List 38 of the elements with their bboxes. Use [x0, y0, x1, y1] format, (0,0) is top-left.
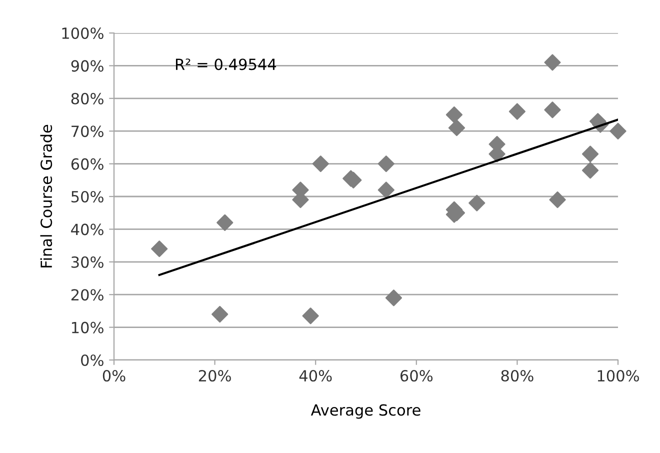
x-tick-label: 80%: [501, 370, 534, 382]
x-tick-label: 0%: [102, 370, 126, 382]
point: [582, 146, 599, 162]
point: [385, 290, 402, 306]
point: [610, 122, 626, 140]
point: [378, 156, 394, 172]
y-tick-label: 10%: [72, 322, 104, 334]
x-tick-label: 20%: [198, 370, 231, 382]
x-axis-title: Average Score: [310, 404, 420, 419]
y-tick-label: 40%: [71, 224, 104, 236]
annotation: R² = 0.49544: [176, 58, 276, 70]
point: [544, 102, 561, 118]
point: [582, 162, 599, 179]
y-tick-label: 70%: [72, 126, 104, 138]
y-axis-title: Final Course Grade: [40, 124, 52, 268]
y-tick-label: 80%: [71, 92, 104, 104]
y-tick-label: 100%: [62, 27, 104, 40]
y-tick-label: 20%: [71, 289, 104, 301]
point: [216, 214, 234, 231]
y-tick-label: 50%: [72, 190, 104, 203]
point: [151, 240, 168, 258]
y-tick-label: 60%: [71, 158, 104, 170]
point: [508, 103, 526, 120]
x-tick-label: 60%: [400, 370, 433, 382]
x-tick-label: 100%: [598, 370, 639, 382]
point: [212, 306, 228, 323]
point: [378, 182, 394, 198]
point: [302, 308, 319, 324]
point: [468, 194, 486, 212]
point: [448, 120, 466, 136]
x-tick-label: 40%: [299, 370, 332, 382]
point: [446, 106, 462, 124]
point: [549, 191, 566, 208]
point: [312, 156, 329, 172]
y-tick-label: 90%: [71, 60, 104, 72]
point: [544, 54, 561, 71]
y-tick-label: 30%: [71, 256, 104, 268]
y-tick-label: 0%: [81, 354, 104, 366]
